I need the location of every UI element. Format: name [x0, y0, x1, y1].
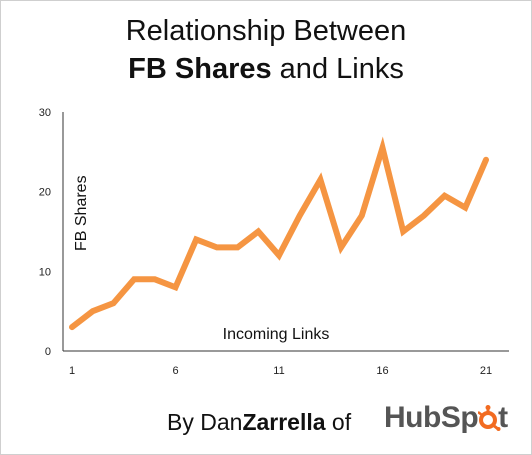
y-tick-label: 0 [45, 346, 51, 358]
y-tick-label: 20 [39, 187, 51, 199]
y-tick-label: 30 [39, 107, 51, 119]
sprocket-icon [478, 403, 501, 431]
footer-by: By Dan [167, 409, 243, 435]
x-tick-label: 6 [172, 365, 178, 377]
hubspot-logo: HubSp t [384, 401, 508, 435]
chart-series [69, 136, 489, 331]
x-tick-label: 11 [273, 365, 284, 377]
x-tick-label: 1 [69, 365, 75, 377]
chart-title-bold: FB Shares [128, 53, 272, 85]
hubspot-text-left: HubSp [384, 401, 479, 434]
chart-title-line1: Relationship Between [125, 15, 407, 47]
y-tick-label: 10 [39, 266, 51, 278]
y-axis-label: FB Shares [73, 175, 90, 251]
series-line [69, 136, 489, 331]
x-tick-label: 16 [376, 365, 388, 377]
chart-title-rest: and Links [271, 53, 404, 85]
footer-surname: Zarrella [242, 409, 326, 435]
hubspot-text-right: t [498, 401, 508, 434]
x-axis-label: Incoming Links [223, 326, 330, 343]
footer-of: of [325, 409, 352, 435]
chart-axes [62, 112, 509, 352]
x-tick-label: 21 [480, 365, 492, 377]
footer-credit: By DanZarrella of [167, 409, 351, 436]
chart-title-line2: FB Shares and Links [1, 53, 531, 86]
